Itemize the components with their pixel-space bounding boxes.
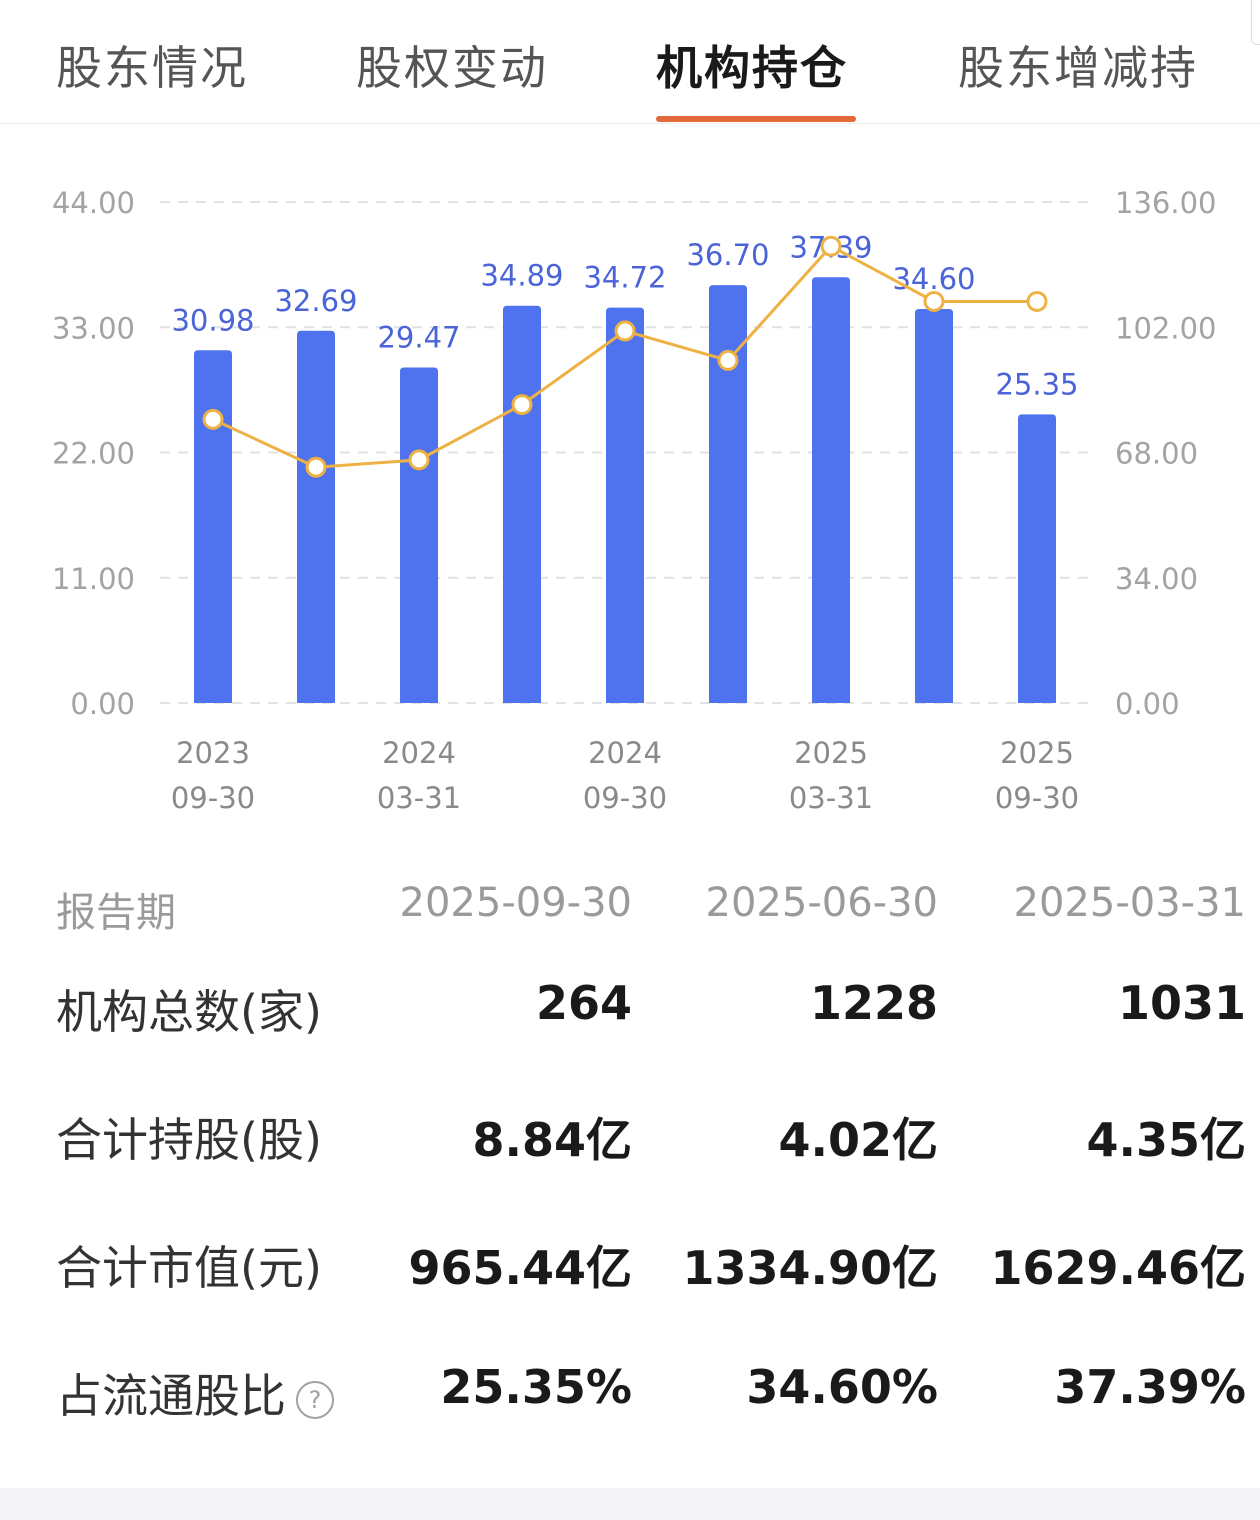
y-right-tick-label: 34.00: [1115, 562, 1198, 596]
x-tick-date: 09-30: [171, 781, 255, 815]
scroll-edge: [1251, 0, 1260, 45]
bar-value-label: 36.70: [686, 238, 769, 272]
row-value: 1334.90亿: [682, 1241, 938, 1295]
row-value: 264: [535, 976, 632, 1030]
header-col: 2025-06-30: [705, 880, 938, 926]
bar: [503, 305, 541, 703]
row-value: 37.39%: [1054, 1360, 1246, 1414]
x-tick-year: 2023: [176, 736, 250, 770]
tab-shareholders[interactable]: 股东情况: [56, 41, 248, 95]
tab-shareholder-increase-decrease[interactable]: 股东增减持: [958, 41, 1198, 95]
y-left-tick-label: 44.00: [52, 186, 135, 220]
line-point: [511, 394, 533, 416]
line-point: [1026, 290, 1048, 312]
row-value: 965.44亿: [408, 1241, 632, 1295]
bar: [812, 277, 850, 703]
header-col: 2025-09-30: [399, 880, 632, 926]
header-label: 报告期: [56, 890, 176, 936]
row-value: 4.02亿: [778, 1113, 939, 1167]
line-point: [923, 290, 945, 312]
line-point: [717, 349, 739, 371]
tab-institutional-holdings[interactable]: 机构持仓: [656, 41, 848, 95]
x-tick-date: 03-31: [789, 781, 873, 815]
bar-value-label: 30.98: [171, 303, 254, 337]
bar: [194, 350, 232, 703]
line-series: [202, 235, 1048, 478]
row-label: 机构总数(家): [56, 985, 322, 1039]
row-value: 1228: [809, 976, 938, 1030]
y-left-tick-label: 11.00: [52, 562, 135, 596]
x-tick-year: 2024: [588, 736, 662, 770]
bar: [709, 285, 747, 703]
bar-value-label: 34.89: [480, 259, 563, 293]
line-point: [614, 320, 636, 342]
x-tick-year: 2024: [382, 736, 456, 770]
bar-value-label: 25.35: [995, 367, 1078, 401]
active-tab-indicator: [656, 116, 856, 122]
y-left-tick-label: 22.00: [52, 437, 135, 471]
help-icon[interactable]: ?: [296, 1380, 334, 1419]
x-tick-year: 2025: [1000, 736, 1074, 770]
bar: [400, 367, 438, 703]
bar: [606, 307, 644, 703]
bar: [915, 309, 953, 703]
y-left-tick-label: 33.00: [52, 311, 135, 345]
x-tick-date: 03-31: [377, 781, 461, 815]
row-label-with-help: 占流通股比?: [56, 1360, 334, 1426]
y-axis-left: 0.00 11.00 22.00 33.00 44.00: [52, 186, 135, 721]
tab-bar: 股东情况 股权变动 机构持仓 股东增减持: [0, 0, 1260, 124]
header-col: 2025-03-31: [1013, 880, 1246, 926]
line-point: [305, 456, 327, 478]
bottom-band: [0, 1488, 1260, 1520]
row-value: 4.35亿: [1086, 1113, 1247, 1167]
y-right-tick-label: 68.00: [1115, 437, 1198, 471]
row-value: 1031: [1117, 976, 1246, 1030]
line-point: [202, 408, 224, 430]
bar-value-label: 29.47: [377, 320, 460, 354]
line-point: [820, 235, 842, 257]
bar: [1018, 414, 1056, 703]
bar: [297, 330, 335, 703]
x-axis: 2023 09-30 2024 03-31 2024 09-30 2025 03-31 2025…: [171, 736, 1079, 815]
row-label: 占流通股比: [56, 1369, 286, 1423]
y-right-tick-label: 0.00: [1115, 687, 1180, 721]
tab-equity-change[interactable]: 股权变动: [356, 41, 548, 95]
y-right-tick-label: 102.00: [1115, 311, 1216, 345]
holdings-chart: 0.00 11.00 22.00 33.00 44.00 0.00 34.00 68.00 1…: [52, 186, 1217, 815]
row-label: 合计持股(股): [56, 1113, 322, 1167]
line-point: [408, 449, 430, 471]
row-label: 合计市值(元): [56, 1241, 322, 1295]
row-value: 1629.46亿: [990, 1241, 1246, 1295]
bar-value-label: 34.60: [892, 262, 975, 296]
y-left-tick-label: 0.00: [70, 687, 135, 721]
x-tick-date: 09-30: [995, 781, 1079, 815]
row-value: 8.84亿: [472, 1113, 633, 1167]
x-tick-date: 09-30: [583, 781, 667, 815]
row-value: 34.60%: [746, 1360, 938, 1414]
y-right-tick-label: 136.00: [1115, 186, 1216, 220]
row-value: 25.35%: [440, 1360, 632, 1414]
x-tick-year: 2025: [794, 736, 868, 770]
y-axis-right: 0.00 34.00 68.00 102.00 136.00: [1115, 186, 1216, 721]
bar-value-label: 32.69: [274, 284, 357, 318]
bar-value-label: 34.72: [583, 261, 666, 295]
